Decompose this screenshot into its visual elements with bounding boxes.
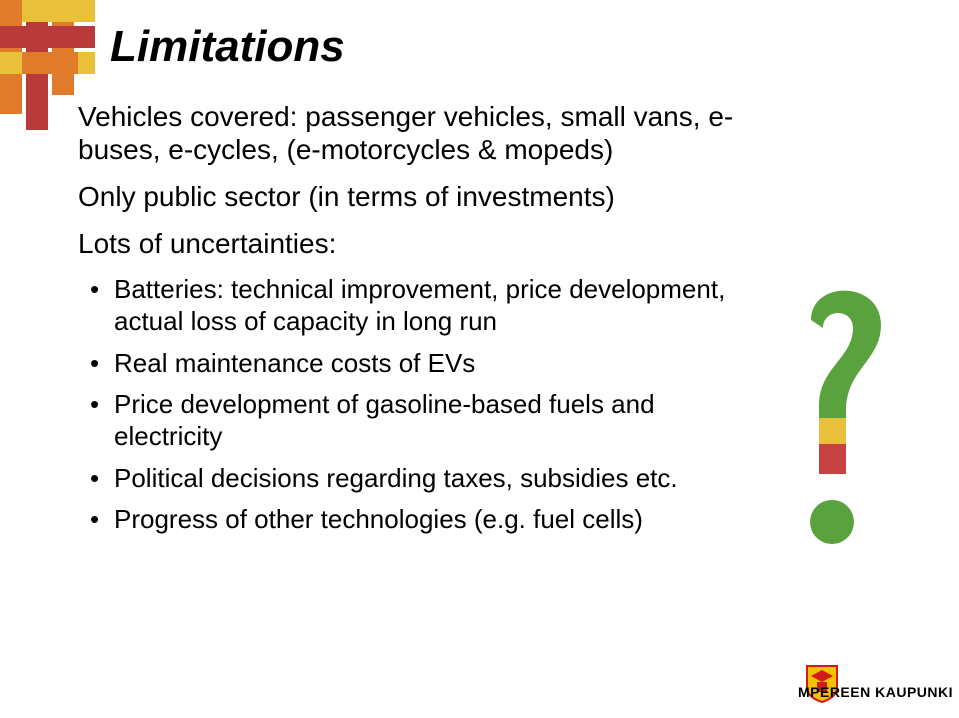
- footer-text: MPEREEN KAUPUNKI: [798, 684, 953, 700]
- bullet-l1: Lots of uncertainties:: [78, 227, 738, 260]
- bullet-l2: Progress of other technologies (e.g. fue…: [78, 504, 738, 536]
- slide: Limitations Vehicles covered: passenger …: [0, 0, 959, 718]
- content-area: Vehicles covered: passenger vehicles, sm…: [78, 100, 738, 546]
- bullet-l1: Vehicles covered: passenger vehicles, sm…: [78, 100, 738, 166]
- bullet-l2: Real maintenance costs of EVs: [78, 348, 738, 380]
- bullet-l2: Political decisions regarding taxes, sub…: [78, 463, 738, 495]
- bullet-l2: Price development of gasoline-based fuel…: [78, 389, 738, 452]
- sub-bullets: Batteries: technical improvement, price …: [78, 274, 738, 536]
- slide-title: Limitations: [110, 22, 345, 72]
- bullet-l2: Batteries: technical improvement, price …: [78, 274, 738, 337]
- question-mark-icon: [771, 250, 921, 570]
- bullet-l1: Only public sector (in terms of investme…: [78, 180, 738, 213]
